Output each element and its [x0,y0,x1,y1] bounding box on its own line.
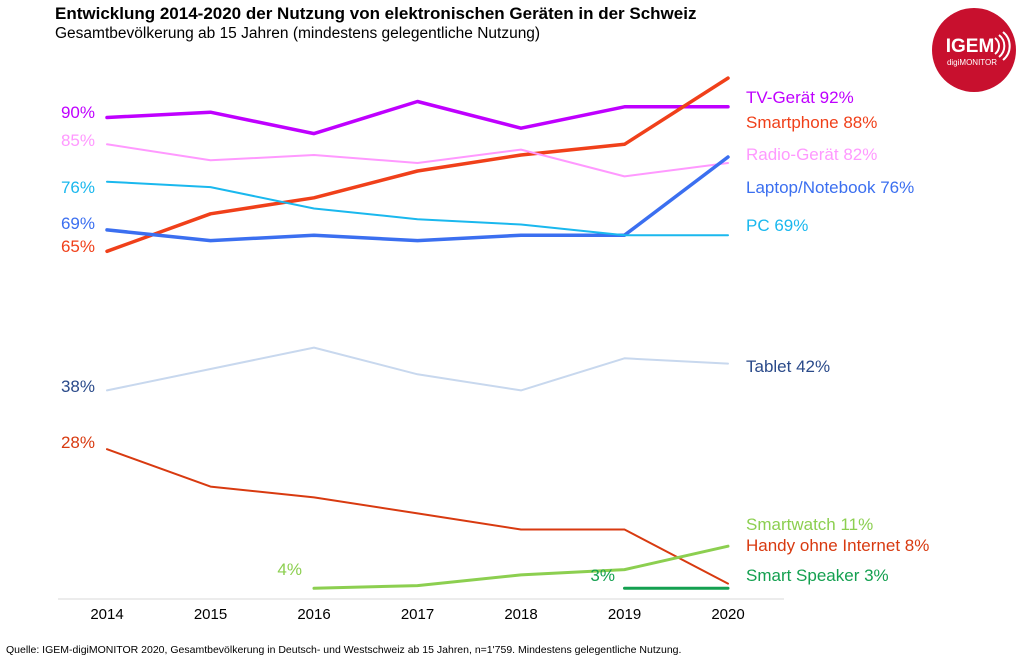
series-start-label: 3% [590,566,615,585]
source-note: Quelle: IGEM-digiMONITOR 2020, Gesamtbev… [6,644,682,656]
series-line-tv-ger-t [105,99,730,136]
logo-wordmark: IGEM [946,36,995,57]
series-line-radio-ger-t [106,143,729,178]
series-start-label: 85% [61,131,95,150]
series-start-label: 76% [61,178,95,197]
x-tick-label: 2019 [608,606,641,623]
series-line-smartphone [105,76,730,254]
series-end-label: Smart Speaker 3% [746,566,889,585]
series-end-label: PC 69% [746,216,808,235]
chart-subtitle: Gesamtbevölkerung ab 15 Jahren (mindeste… [55,25,541,42]
series-end-label: Smartphone 88% [746,113,877,132]
igem-logo: IGEM digiMONITOR [932,8,1016,92]
series-end-label: Radio-Gerät 82% [746,145,877,164]
series-start-label: 69% [61,214,95,233]
series-start-label: 38% [61,377,95,396]
series-start-label: 4% [277,560,302,579]
x-tick-label: 2017 [401,606,434,623]
x-tick-label: 2015 [194,606,227,623]
chart-title: Entwicklung 2014-2020 der Nutzung von el… [55,4,697,23]
series-line-pc [106,180,729,237]
x-tick-label: 2018 [504,606,537,623]
series-line-handy-ohne-internet [106,448,729,585]
series-labels: 90% TV-Gerät 92% 65% Smartphone 88% 85% Radio… [61,88,929,585]
series-end-label: Smartwatch 11% [746,515,873,534]
series-lines [105,76,730,590]
series-line-smartwatch [312,544,730,590]
series-end-label: Tablet 42% [746,357,830,376]
x-tick-label: 2016 [297,606,330,623]
series-line-tablet [106,346,729,392]
logo-subtext: digiMONITOR [947,58,997,67]
x-tick-label: 2014 [90,606,123,623]
series-start-label: 90% [61,103,95,122]
series-start-label: 28% [61,433,95,452]
series-end-label: TV-Gerät 92% [746,88,854,107]
x-tick-label: 2020 [711,606,744,623]
x-axis: 2014 2015 2016 2017 2018 2019 2020 [58,598,784,623]
series-start-label: 65% [61,237,95,256]
series-end-label: Laptop/Notebook 76% [746,178,914,197]
series-end-label: Handy ohne Internet 8% [746,536,929,555]
